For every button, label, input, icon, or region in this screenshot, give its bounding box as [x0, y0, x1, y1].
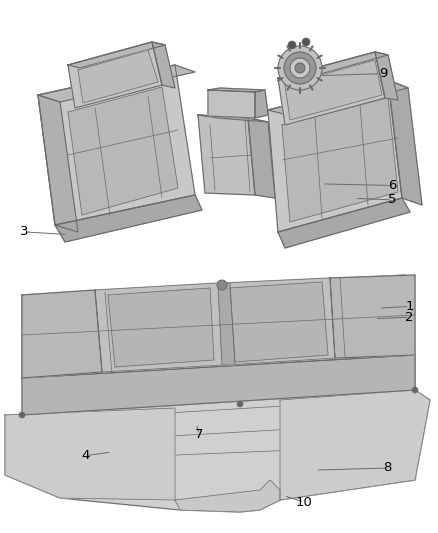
- Polygon shape: [285, 60, 382, 120]
- Text: 5: 5: [388, 193, 396, 206]
- Text: 9: 9: [379, 67, 388, 80]
- Polygon shape: [255, 90, 268, 118]
- Polygon shape: [68, 87, 178, 215]
- Polygon shape: [218, 283, 235, 365]
- Polygon shape: [22, 275, 415, 378]
- Circle shape: [19, 412, 25, 418]
- Circle shape: [295, 63, 305, 73]
- Polygon shape: [175, 480, 280, 512]
- Circle shape: [302, 38, 310, 46]
- Circle shape: [217, 280, 227, 290]
- Text: 3: 3: [20, 225, 28, 238]
- Polygon shape: [330, 275, 415, 358]
- Polygon shape: [282, 98, 398, 222]
- Polygon shape: [248, 118, 275, 198]
- Polygon shape: [22, 290, 102, 378]
- Polygon shape: [375, 52, 398, 100]
- Polygon shape: [68, 42, 162, 108]
- Polygon shape: [68, 42, 165, 68]
- Text: 10: 10: [296, 496, 313, 508]
- Text: 6: 6: [388, 179, 396, 192]
- Text: 2: 2: [405, 311, 414, 324]
- Circle shape: [288, 41, 296, 49]
- Polygon shape: [278, 52, 388, 82]
- Circle shape: [278, 46, 322, 90]
- Polygon shape: [280, 390, 430, 500]
- Polygon shape: [230, 282, 328, 362]
- Polygon shape: [22, 355, 415, 415]
- Polygon shape: [198, 115, 268, 122]
- Polygon shape: [268, 80, 402, 232]
- Polygon shape: [55, 195, 202, 242]
- Polygon shape: [268, 80, 408, 115]
- Polygon shape: [278, 198, 410, 248]
- Text: 7: 7: [195, 428, 204, 441]
- Polygon shape: [38, 65, 195, 102]
- Polygon shape: [198, 115, 255, 195]
- Polygon shape: [78, 50, 158, 103]
- Polygon shape: [38, 65, 195, 225]
- Text: 4: 4: [81, 449, 90, 462]
- Circle shape: [412, 387, 418, 393]
- Polygon shape: [208, 88, 265, 92]
- Polygon shape: [388, 80, 422, 205]
- Polygon shape: [278, 52, 385, 125]
- Polygon shape: [152, 42, 175, 88]
- Text: 8: 8: [383, 462, 392, 474]
- Polygon shape: [5, 408, 175, 500]
- Circle shape: [237, 401, 243, 407]
- Polygon shape: [38, 95, 78, 232]
- Polygon shape: [108, 288, 214, 367]
- Text: 1: 1: [405, 300, 414, 313]
- Circle shape: [284, 52, 316, 84]
- Polygon shape: [5, 390, 430, 512]
- Circle shape: [290, 58, 310, 78]
- Polygon shape: [222, 278, 335, 365]
- Polygon shape: [208, 90, 255, 118]
- Polygon shape: [95, 283, 222, 372]
